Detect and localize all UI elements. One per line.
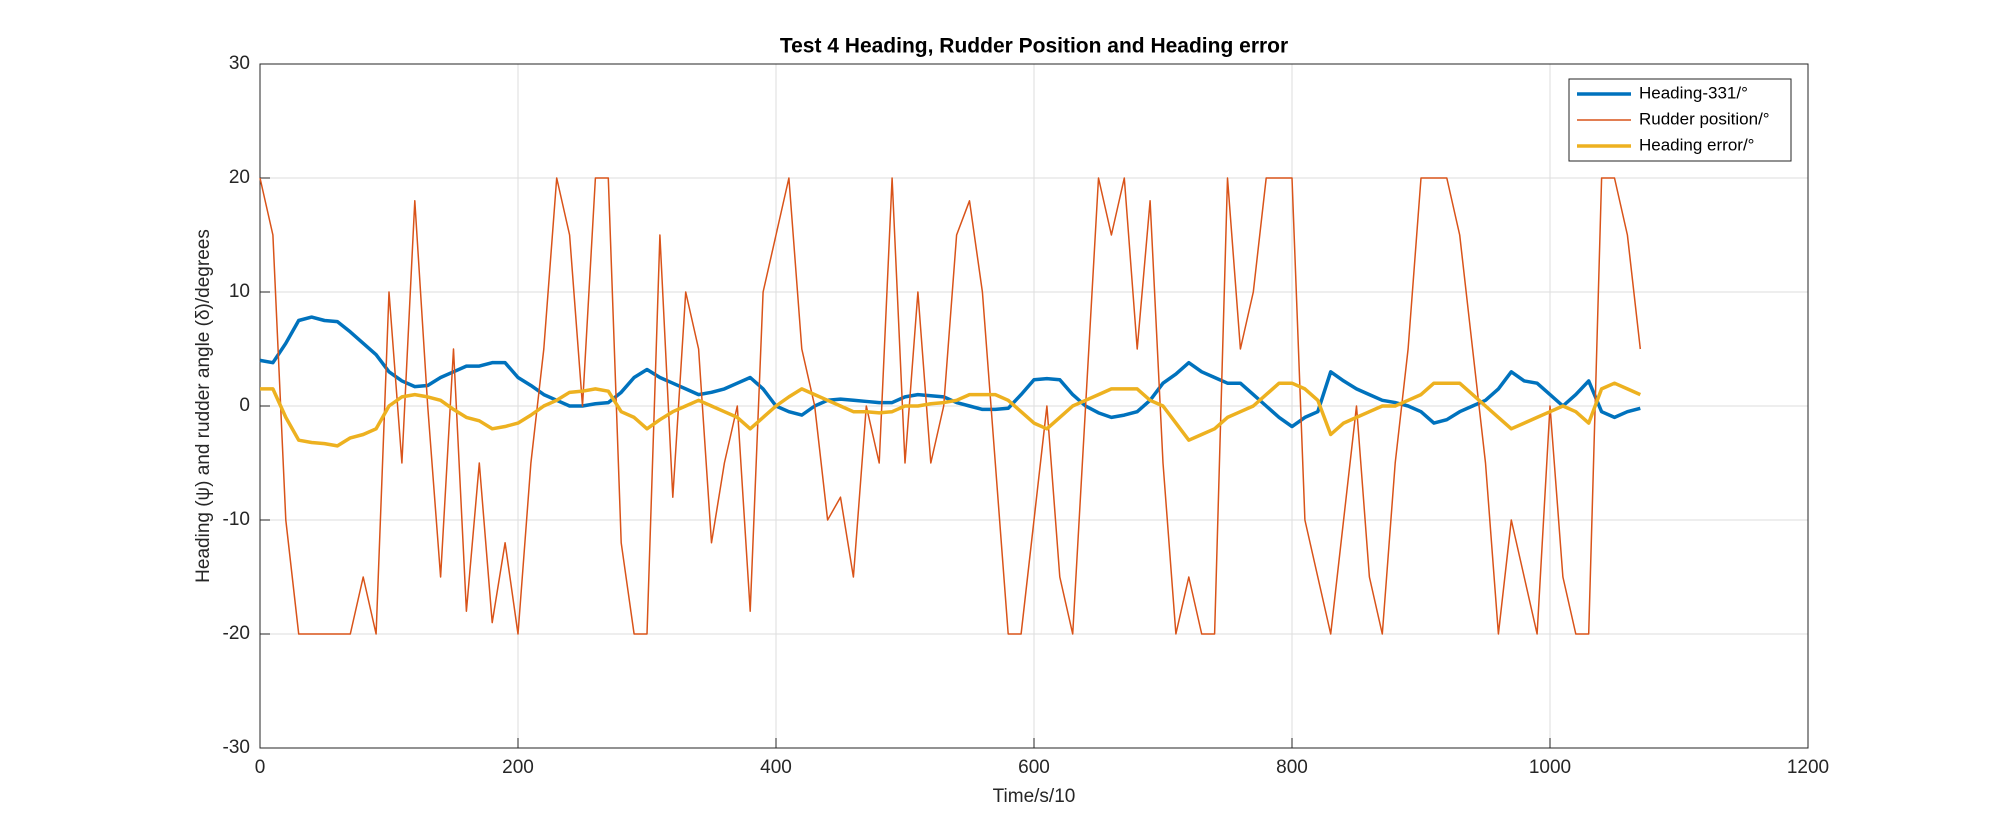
- y-tick-label: 0: [239, 395, 250, 416]
- series-line: [259, 177, 1642, 635]
- y-tick-label: -20: [223, 623, 250, 644]
- y-tick-label: 10: [229, 281, 250, 302]
- x-tick-label: 800: [1276, 757, 1308, 778]
- legend-label: Heading error/°: [1639, 135, 1754, 154]
- x-tick-label: 0: [255, 757, 266, 778]
- x-tick-label: 200: [502, 757, 534, 778]
- axes-box: [259, 63, 1809, 749]
- legend-label: Heading-331/°: [1639, 83, 1748, 102]
- legend-label: Rudder position/°: [1639, 109, 1770, 128]
- x-tick-label: 1000: [1529, 757, 1571, 778]
- y-tick-label: 20: [229, 167, 250, 188]
- x-axis-label: Time/s/10: [993, 786, 1076, 807]
- x-tick-label: 1200: [1787, 757, 1829, 778]
- x-tick-label: 400: [760, 757, 792, 778]
- y-tick-label: -30: [223, 737, 250, 758]
- y-tick-label: 30: [229, 53, 250, 74]
- series-line: [260, 381, 1642, 448]
- x-tick-label: 600: [1018, 757, 1050, 778]
- y-tick-label: -10: [223, 509, 250, 530]
- chart-title: Test 4 Heading, Rudder Position and Head…: [780, 35, 1288, 58]
- y-axis-label: Heading (ψ) and rudder angle (δ)/degrees: [193, 229, 214, 583]
